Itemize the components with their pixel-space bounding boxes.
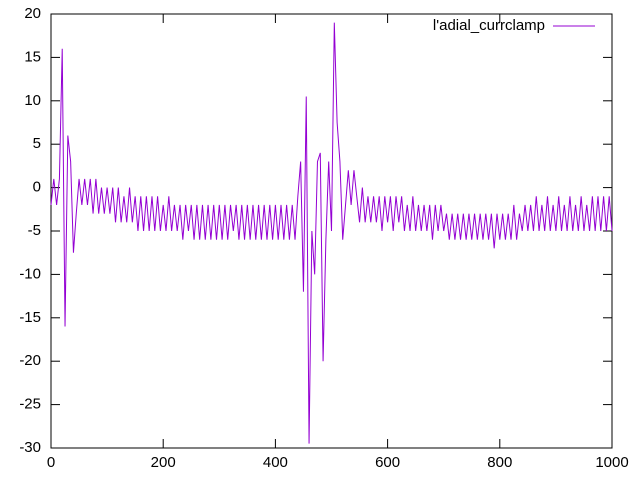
y-tick-label: 20 xyxy=(24,5,41,22)
data-line xyxy=(50,22,613,444)
x-tick-label: 0 xyxy=(47,454,55,471)
y-tick-label: -25 xyxy=(19,396,41,413)
x-tick-label: 600 xyxy=(375,454,400,471)
legend-label: l'adial_currclamp xyxy=(433,17,545,34)
y-tick-label: 5 xyxy=(33,135,41,152)
x-tick-label: 800 xyxy=(487,454,512,471)
y-tick-label: -15 xyxy=(19,309,41,326)
x-tick-label: 400 xyxy=(263,454,288,471)
x-tick-label: 200 xyxy=(151,454,176,471)
y-tick-label: -5 xyxy=(28,222,41,239)
x-tick-label: 1000 xyxy=(595,454,628,471)
y-tick-label: 15 xyxy=(24,48,41,65)
y-tick-label: -30 xyxy=(19,439,41,456)
y-tick-label: 10 xyxy=(24,92,41,109)
y-tick-label: -20 xyxy=(19,352,41,369)
y-tick-label: -10 xyxy=(19,265,41,282)
y-tick-label: 0 xyxy=(33,179,41,196)
